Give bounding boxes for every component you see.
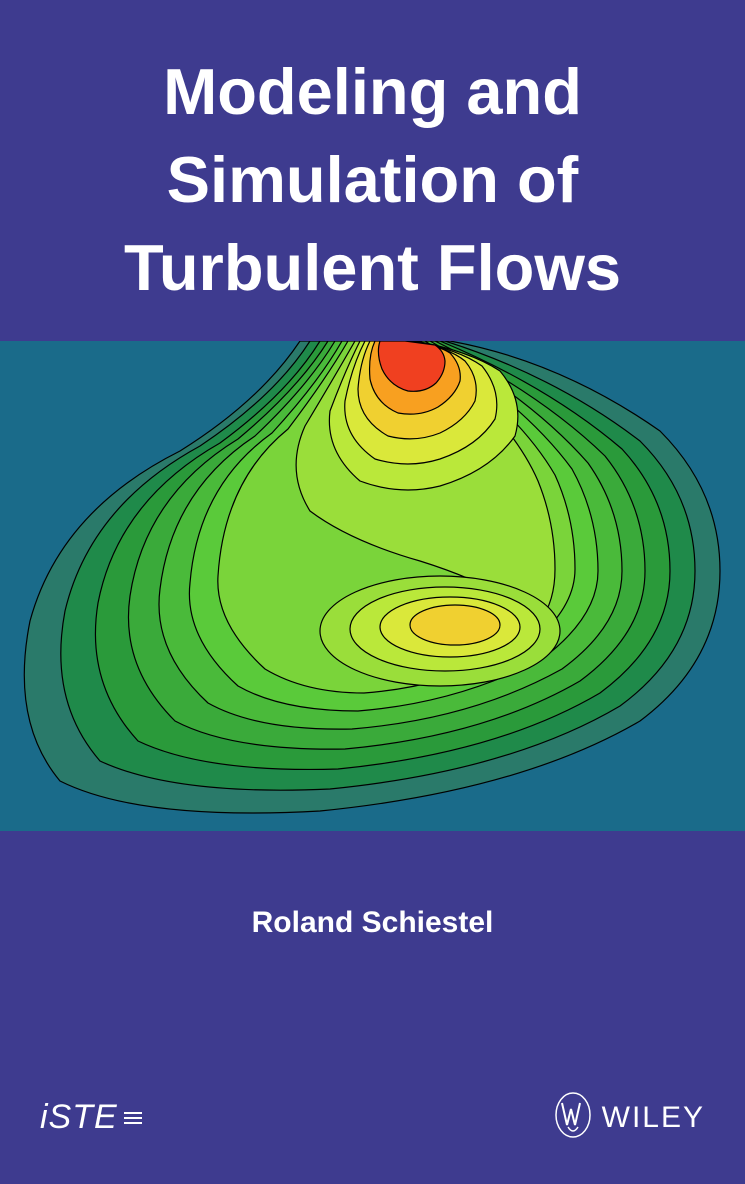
- title-line-1: Modeling and: [20, 48, 725, 136]
- iste-lines-icon: [124, 1112, 142, 1124]
- contour-plot-illustration: [0, 341, 745, 831]
- wiley-mark-icon: [554, 1091, 592, 1144]
- wiley-logo: WILEY: [554, 1091, 705, 1144]
- author-name: Roland Schiestel: [0, 831, 745, 940]
- publisher-row: iSTE WILEY: [0, 1091, 745, 1144]
- book-title: Modeling and Simulation of Turbulent Flo…: [0, 0, 745, 341]
- iste-logo: iSTE: [40, 1098, 142, 1137]
- title-line-3: Turbulent Flows: [20, 224, 725, 312]
- title-line-2: Simulation of: [20, 136, 725, 224]
